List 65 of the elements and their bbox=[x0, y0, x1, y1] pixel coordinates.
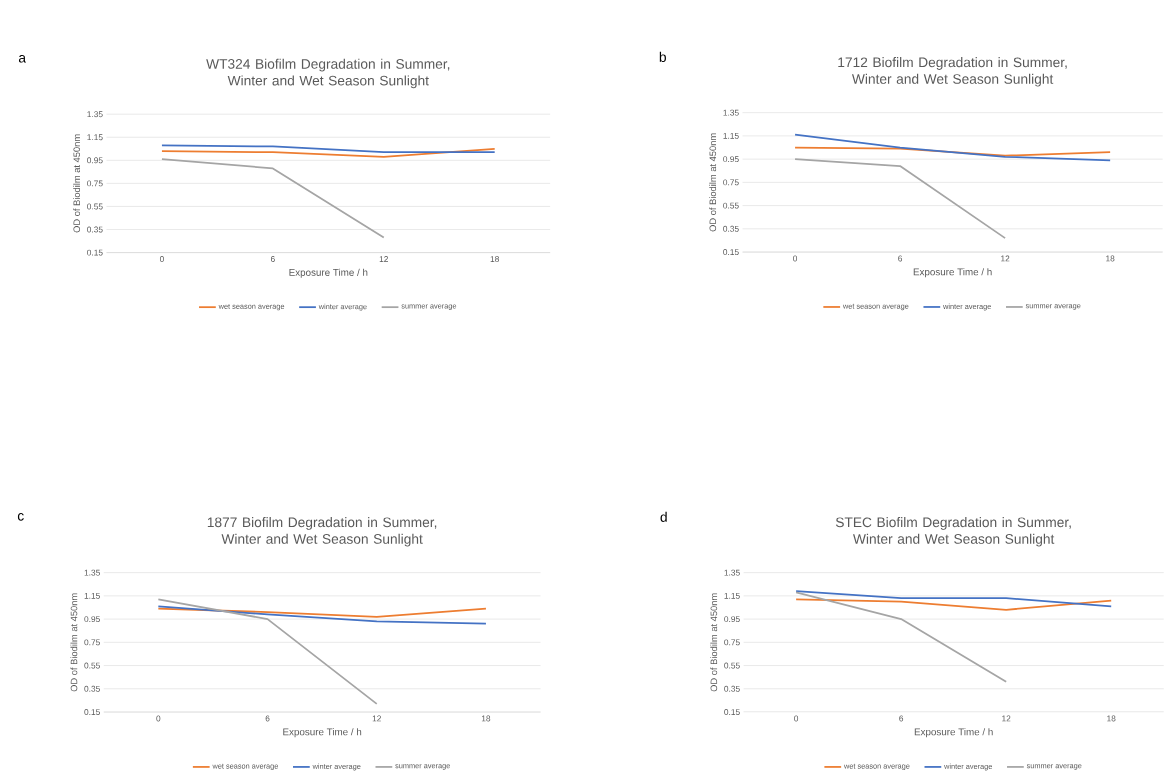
x-tick-label: 6 bbox=[265, 715, 270, 722]
text: a bbox=[18, 54, 27, 63]
y-tick-label: 1.35 bbox=[723, 109, 739, 116]
text: c bbox=[17, 512, 24, 521]
y-tick-label: 1.35 bbox=[724, 569, 740, 576]
x-tick-label: 18 bbox=[1107, 715, 1116, 722]
y-tick-label: 0.95 bbox=[723, 156, 739, 162]
y-tick-label: 1.35 bbox=[84, 569, 100, 576]
line-series bbox=[795, 598, 1113, 611]
x-tick-label: 18 bbox=[481, 715, 491, 722]
x-axis-title: Exposure Time / h bbox=[283, 728, 362, 738]
y-tick-label: 0.15 bbox=[84, 708, 100, 715]
y-axis-title: OD of Biodilm at 450nm bbox=[70, 593, 78, 692]
line-series bbox=[161, 147, 496, 158]
text: b bbox=[659, 51, 666, 62]
line-series bbox=[794, 146, 1112, 157]
chart-title: 1712 Biofilm Degradation in Summer, Winter and Wet Season Sunlight bbox=[838, 56, 1067, 87]
y-tick-label: 0.15 bbox=[724, 708, 740, 715]
line-series bbox=[157, 605, 487, 625]
y-axis-title: OD of Biodilm at 450nm bbox=[709, 133, 717, 232]
x-tick-label: 6 bbox=[898, 255, 903, 262]
y-tick-label: 0.95 bbox=[84, 616, 100, 622]
y-tick-label: 0.55 bbox=[87, 203, 103, 210]
x-axis-title: Exposure Time / h bbox=[913, 268, 992, 278]
x-tick-label: 12 bbox=[379, 255, 388, 262]
y-tick-label: 1.15 bbox=[724, 592, 740, 599]
y-tick-label: 1.35 bbox=[87, 111, 103, 118]
line-series bbox=[794, 133, 1112, 162]
y-tick-label: 0.75 bbox=[87, 180, 103, 187]
y-tick-label: 0.75 bbox=[84, 639, 100, 646]
x-tick-label: 12 bbox=[1001, 255, 1010, 262]
y-tick-label: 0.15 bbox=[87, 249, 103, 256]
y-tick-label: 0.95 bbox=[724, 616, 740, 622]
chart-title: STEC Biofilm Degradation in Summer, Winter and Wet Season Sunlight bbox=[835, 516, 1071, 547]
y-tick-label: 0.55 bbox=[84, 662, 100, 669]
y-tick-label: 1.15 bbox=[84, 592, 100, 599]
chart-title: WT324 Biofilm Degradation in Summer, Winter and Wet Season Sunlight bbox=[206, 58, 450, 89]
x-tick-label: 0 bbox=[793, 255, 798, 262]
y-axis-title: OD of Biodilm at 450nm bbox=[710, 593, 718, 692]
y-tick-label: 0.55 bbox=[723, 202, 739, 209]
chart-title: 1877 Biofilm Degradation in Summer, Winter and Wet Season Sunlight bbox=[207, 516, 437, 547]
y-tick-label: 0.35 bbox=[87, 226, 103, 233]
x-tick-label: 0 bbox=[159, 255, 164, 262]
x-tick-label: 18 bbox=[1106, 255, 1115, 262]
x-axis-title: Exposure Time / h bbox=[914, 728, 993, 738]
text: d bbox=[660, 511, 667, 522]
x-tick-label: 0 bbox=[794, 715, 799, 722]
y-axis-title: OD of Biodilm at 450nm bbox=[73, 134, 81, 233]
y-tick-label: 1.15 bbox=[723, 132, 739, 139]
y-tick-label: 1.15 bbox=[87, 134, 103, 141]
y-tick-label: 0.15 bbox=[723, 248, 739, 255]
y-tick-label: 0.35 bbox=[84, 685, 100, 692]
y-tick-label: 0.95 bbox=[87, 157, 103, 164]
x-tick-label: 12 bbox=[1002, 715, 1011, 722]
x-tick-label: 12 bbox=[372, 715, 381, 722]
y-tick-label: 0.75 bbox=[724, 639, 740, 646]
x-axis-title: Exposure Time / h bbox=[289, 268, 368, 278]
x-tick-label: 0 bbox=[156, 715, 161, 722]
y-tick-label: 0.55 bbox=[724, 662, 740, 669]
x-tick-label: 6 bbox=[270, 255, 275, 262]
x-tick-label: 6 bbox=[899, 715, 904, 722]
y-tick-label: 0.75 bbox=[723, 179, 739, 186]
y-tick-label: 0.35 bbox=[723, 225, 739, 232]
y-tick-label: 0.35 bbox=[724, 685, 740, 692]
x-tick-label: 18 bbox=[490, 255, 499, 262]
